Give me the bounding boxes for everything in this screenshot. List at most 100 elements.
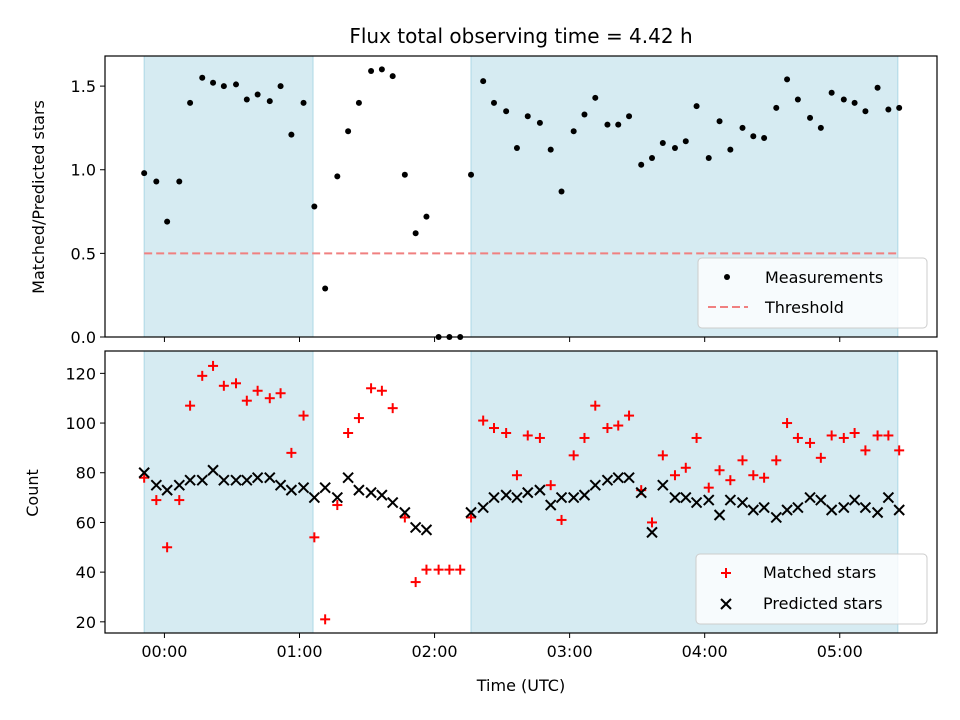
measurement-point	[199, 74, 206, 81]
predicted-star-stroke-b	[893, 504, 905, 516]
predicted-star-point	[893, 504, 905, 516]
predicted-star-point	[150, 479, 163, 491]
measurement-point	[164, 218, 171, 225]
predicted-star-stroke-b	[230, 474, 242, 486]
matched-star-point	[613, 420, 624, 431]
predicted-star-stroke-b	[848, 494, 861, 506]
predicted-star-stroke-b	[308, 491, 321, 504]
legend-measurements-label: Measurements	[765, 268, 883, 287]
predicted-star-point	[669, 491, 681, 504]
measurement-point	[626, 113, 633, 120]
predicted-star-stroke-b	[758, 501, 770, 514]
measurement-point	[750, 133, 757, 140]
predicted-star-point	[792, 501, 804, 514]
top-axes-frame	[104, 55, 938, 338]
bottom-x-tick-label: 02:00	[412, 642, 458, 661]
legend-predicted-marker	[720, 598, 732, 610]
predicted-star-stroke-b	[736, 496, 749, 509]
predicted-star-point	[601, 474, 614, 486]
legend-matched-label: Matched stars	[763, 563, 876, 582]
measurement-point	[885, 106, 892, 113]
measurement-point	[401, 171, 408, 178]
predicted-star-stroke-b	[781, 504, 793, 516]
predicted-star-stroke-b	[511, 491, 523, 504]
measurement-point	[649, 155, 656, 162]
matched-star-point	[410, 577, 421, 588]
predicted-star-point	[838, 501, 850, 514]
predicted-star-point	[500, 489, 512, 501]
matched-star-point	[826, 430, 837, 441]
measurement-point	[727, 146, 734, 153]
measurement-point	[807, 114, 814, 121]
predicted-star-point	[138, 467, 150, 479]
matched-star-point	[568, 450, 579, 461]
matched-star-point	[433, 564, 444, 575]
predicted-star-stroke-b	[825, 504, 838, 516]
predicted-star-stroke-b	[724, 494, 737, 506]
predicted-star-point	[331, 491, 344, 504]
matched-star-point	[883, 430, 894, 441]
predicted-star-stroke-b	[477, 501, 489, 514]
predicted-star-point	[567, 491, 580, 504]
predicted-star-point	[690, 496, 703, 509]
predicted-star-stroke-b	[601, 474, 614, 486]
bottom-x-tick-label: 04:00	[682, 642, 728, 661]
predicted-star-point	[612, 472, 624, 484]
measurement-point	[604, 121, 611, 128]
top-y-ticks: 0.0 0.5 1.0 1.5	[71, 77, 105, 347]
matched-star-point	[353, 413, 364, 424]
predicted-star-stroke-b	[399, 506, 411, 519]
matched-star-point	[590, 400, 601, 411]
matched-star-point	[805, 437, 816, 448]
measurement-point	[503, 108, 510, 115]
predicted-star-point	[680, 491, 692, 504]
matched-star-point	[815, 452, 826, 463]
predicted-star-point	[218, 474, 230, 486]
predicted-star-point	[488, 491, 500, 504]
predicted-star-point	[161, 484, 173, 496]
predicted-star-stroke-b	[342, 472, 354, 484]
predicted-star-point	[399, 506, 411, 519]
predicted-star-stroke-b	[871, 506, 884, 519]
matched-star-point	[455, 564, 466, 575]
measurement-point	[671, 144, 678, 151]
measurement-point	[389, 73, 396, 80]
measurement-point	[210, 79, 217, 86]
matched-star-point	[387, 403, 398, 414]
matched-star-point	[759, 472, 770, 483]
predicted-star-point	[420, 524, 433, 536]
predicted-star-stroke-b	[319, 481, 331, 494]
measurement-point	[794, 96, 801, 103]
top-x-ticks	[163, 337, 841, 342]
predicted-star-stroke-b	[804, 491, 816, 504]
predicted-star-point	[274, 479, 287, 491]
measurement-point	[536, 119, 543, 126]
predicted-star-stroke-b	[420, 524, 433, 536]
matched-star-point	[703, 482, 714, 493]
measurement-point	[638, 161, 645, 168]
measurement-point	[896, 104, 903, 111]
measurement-point	[378, 66, 385, 73]
measurement-point	[355, 99, 362, 106]
top-legend-box	[697, 257, 928, 329]
matched-star-point	[545, 480, 556, 491]
matched-star-point	[218, 380, 229, 391]
predicted-star-stroke-b	[680, 491, 692, 504]
matched-star-point	[669, 470, 680, 481]
predicted-star-stroke-b	[567, 491, 580, 504]
matched-star-point	[534, 432, 545, 443]
matched-star-point	[421, 564, 432, 575]
top-shaded-region	[143, 55, 314, 338]
measurement-point	[233, 81, 240, 88]
predicted-star-point	[871, 506, 884, 519]
predicted-star-stroke-b	[623, 472, 635, 484]
matched-star-point	[275, 388, 286, 399]
measurement-point	[592, 94, 599, 101]
bottom-x-tick-label: 05:00	[817, 642, 863, 661]
predicted-star-point	[635, 486, 647, 499]
predicted-star-stroke-b	[882, 491, 895, 504]
predicted-star-point	[770, 511, 782, 524]
matched-star-point	[162, 542, 173, 553]
measurement-points	[141, 66, 903, 340]
measurement-point	[311, 203, 318, 210]
